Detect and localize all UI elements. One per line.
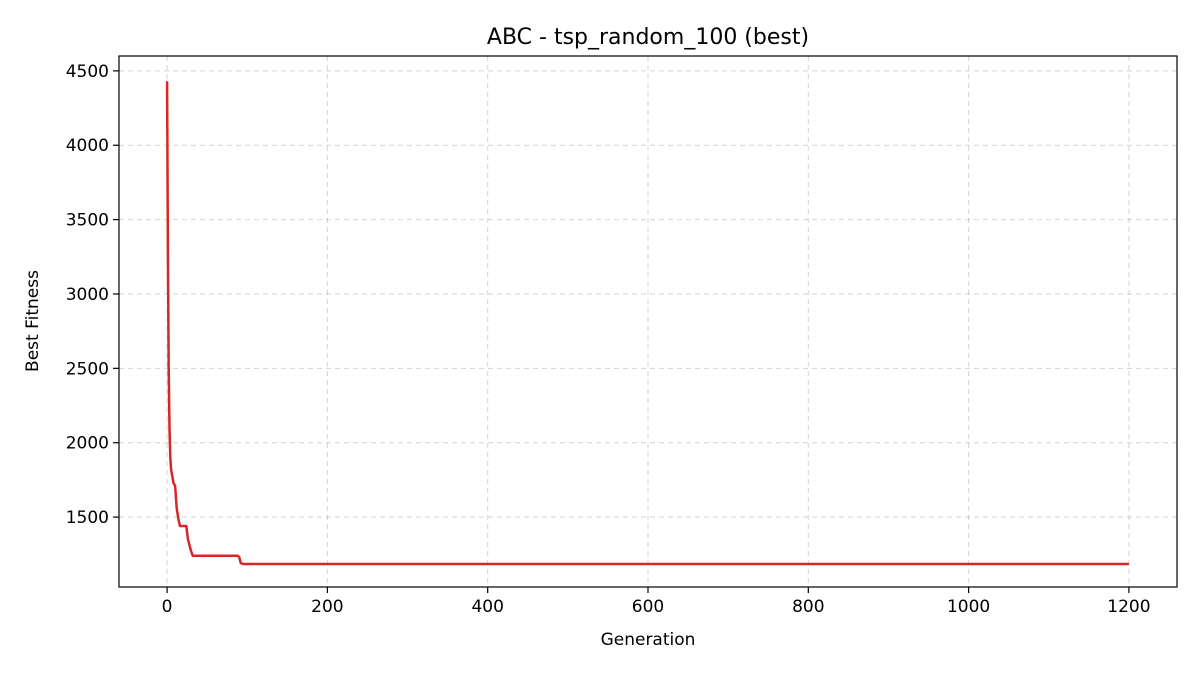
plot-area [165,81,1129,566]
y-tick-label: 3500 [66,211,109,231]
y-axis-label: Best Fitness [23,270,43,372]
y-tick-label: 2500 [66,359,109,379]
x-tick-label: 600 [632,597,664,617]
y-tick-label: 4000 [66,136,109,156]
x-tick-label: 800 [792,597,824,617]
x-tick-label: 1200 [1107,597,1150,617]
y-axis: 1500 2000 2500 3000 3500 4000 4500 [66,62,119,528]
x-tick-label: 0 [162,597,173,617]
x-axis: 0 200 400 600 800 1000 1200 [162,587,1151,617]
x-tick-label: 1000 [947,597,990,617]
y-tick-label: 2000 [66,434,109,454]
x-tick-label: 200 [311,597,343,617]
chart-title: ABC - tsp_random_100 (best) [487,25,809,50]
grid [119,56,1177,587]
x-axis-label: Generation [601,630,696,650]
y-tick-label: 4500 [66,62,109,82]
x-tick-label: 400 [471,597,503,617]
y-tick-label: 3000 [66,285,109,305]
series-line-best-fitness [165,81,1129,566]
y-tick-label: 1500 [66,508,109,528]
